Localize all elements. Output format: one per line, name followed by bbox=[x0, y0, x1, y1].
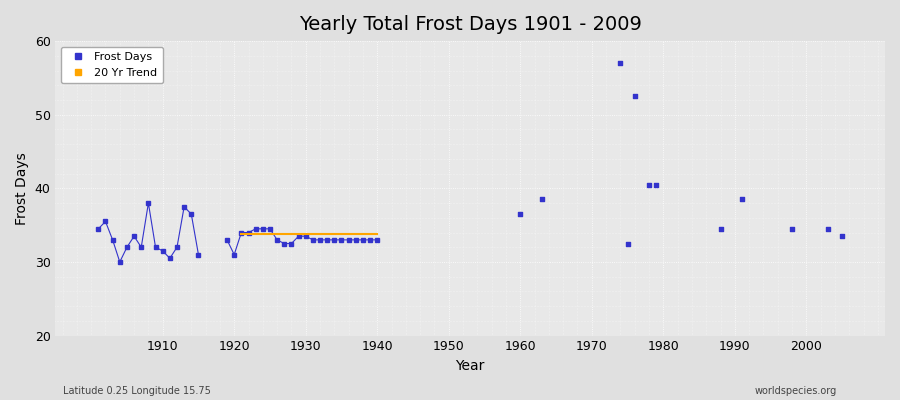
Point bbox=[649, 182, 663, 188]
Point bbox=[714, 226, 728, 232]
Legend: Frost Days, 20 Yr Trend: Frost Days, 20 Yr Trend bbox=[61, 47, 163, 83]
Text: worldspecies.org: worldspecies.org bbox=[755, 386, 837, 396]
Point bbox=[535, 196, 549, 202]
Text: Latitude 0.25 Longitude 15.75: Latitude 0.25 Longitude 15.75 bbox=[63, 386, 211, 396]
Point bbox=[734, 196, 749, 202]
Y-axis label: Frost Days: Frost Days bbox=[15, 152, 29, 225]
Point bbox=[642, 182, 656, 188]
Point bbox=[513, 211, 527, 217]
X-axis label: Year: Year bbox=[455, 359, 485, 373]
Point bbox=[821, 226, 835, 232]
Point bbox=[620, 240, 634, 247]
Title: Yearly Total Frost Days 1901 - 2009: Yearly Total Frost Days 1901 - 2009 bbox=[299, 15, 642, 34]
Point bbox=[785, 226, 799, 232]
Point bbox=[835, 233, 850, 239]
Point bbox=[613, 60, 627, 66]
Point bbox=[627, 93, 642, 100]
